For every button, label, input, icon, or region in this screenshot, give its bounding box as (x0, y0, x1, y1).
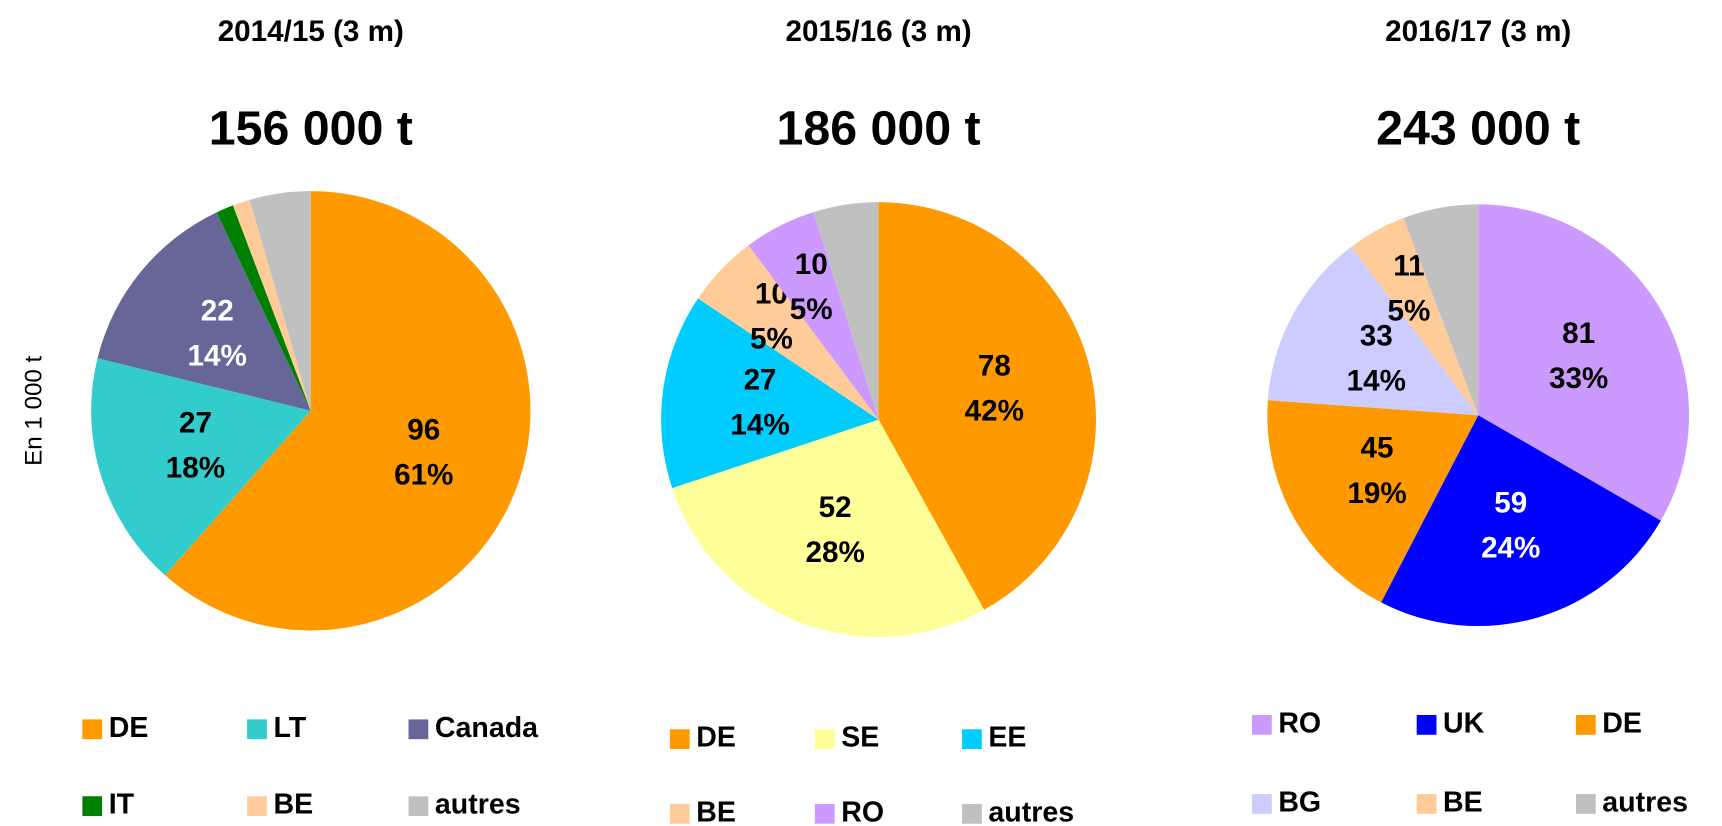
legend-swatch (408, 719, 429, 740)
data-label: 45 (1361, 432, 1394, 465)
legend-swatch (82, 719, 103, 740)
data-label: 14% (1347, 365, 1406, 398)
data-label: 14% (188, 339, 247, 372)
pie-slice (1351, 218, 1479, 416)
pie-slice (216, 205, 311, 411)
legend-label: autres (435, 789, 521, 821)
legend-swatch (82, 796, 103, 817)
chart-subtitle: 186 000 t (776, 102, 980, 156)
data-label: 59 (1494, 486, 1527, 519)
pie-slice (165, 191, 531, 631)
legend-label: BE (1443, 787, 1483, 819)
data-label: 27 (744, 363, 777, 396)
data-label: 42% (965, 395, 1024, 428)
data-label: 28% (805, 536, 864, 569)
data-label: 81 (1562, 317, 1595, 350)
legend-swatch (247, 796, 267, 817)
data-label: 24% (1481, 531, 1540, 564)
chart-title: 2014/15 (3 m) (218, 15, 404, 48)
pie-slice (878, 202, 1097, 610)
legend-swatch (814, 729, 835, 750)
legend-label: SE (841, 722, 879, 754)
data-label: 22 (201, 294, 234, 327)
legend-label: IT (109, 789, 135, 821)
pie-slice (661, 298, 879, 489)
pie-slice (91, 358, 311, 576)
legend-label: RO (1278, 707, 1321, 739)
chart-title: 2016/17 (3 m) (1385, 15, 1571, 48)
pie-slice (232, 199, 311, 411)
legend-label: autres (1602, 787, 1688, 819)
data-label: 19% (1347, 477, 1406, 510)
chart-subtitle: 156 000 t (209, 102, 413, 156)
legend-swatch (669, 729, 690, 750)
legend-label: DE (1602, 707, 1642, 739)
legend-swatch (1251, 794, 1272, 814)
pie-slice (1403, 204, 1479, 416)
data-label: 61% (394, 459, 453, 492)
legend-label: LT (273, 712, 306, 744)
legend-swatch (962, 803, 982, 824)
legend-swatch (1251, 715, 1272, 735)
legend-label: EE (988, 722, 1026, 754)
legend-label: DE (696, 722, 736, 754)
pie-slice (1381, 415, 1661, 627)
legend-swatch (1575, 715, 1596, 735)
legend-label: RO (841, 796, 884, 826)
legend-label: BE (273, 789, 313, 821)
data-label: 33 (1360, 320, 1393, 353)
pie-slice (97, 212, 311, 411)
data-label: 10 (795, 248, 828, 281)
data-label: 96 (407, 414, 440, 447)
pie-slice (249, 191, 311, 411)
pie-slice (672, 419, 985, 638)
data-label: 18% (166, 452, 225, 485)
data-label: 33% (1549, 362, 1608, 395)
pie-slice (698, 245, 879, 420)
legend-swatch (962, 729, 982, 750)
data-label: 5% (750, 323, 793, 356)
pie-slice (1267, 246, 1479, 416)
legend-label: BE (696, 796, 736, 826)
legend-swatch (1416, 715, 1437, 735)
chart-title: 2015/16 (3 m) (785, 15, 971, 48)
legend-label: UK (1443, 707, 1485, 739)
legend-swatch (247, 719, 267, 740)
legend-label: DE (109, 712, 149, 744)
chart-subtitle: 243 000 t (1376, 102, 1580, 156)
pie-slice (748, 212, 879, 420)
pie-slice (813, 202, 879, 420)
legend-label: autres (988, 796, 1074, 826)
legend-swatch (814, 803, 835, 824)
data-label: 78 (978, 349, 1011, 382)
legend-label: Canada (435, 712, 539, 744)
data-label: 27 (179, 407, 212, 440)
data-label: 5% (1388, 295, 1431, 328)
legend-label: BG (1278, 787, 1321, 819)
legend-swatch (1416, 794, 1437, 814)
data-label: 14% (730, 408, 789, 441)
axis-label: En 1 000 t (21, 355, 48, 465)
pie-slice (1267, 400, 1479, 603)
data-label: 52 (819, 491, 852, 524)
legend-swatch (1575, 794, 1596, 814)
data-label: 5% (790, 293, 833, 326)
pie-slice (1478, 204, 1690, 521)
legend-swatch (408, 796, 429, 817)
legend-swatch (669, 803, 690, 824)
